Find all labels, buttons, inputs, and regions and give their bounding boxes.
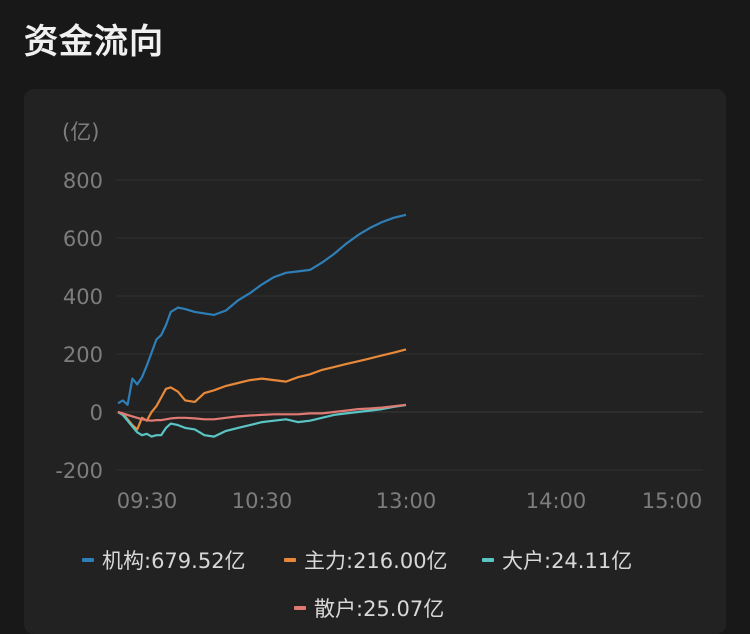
y-axis-ticks: 800 600 400 200 0 -200 xyxy=(55,169,103,483)
fund-flow-chart: 800 600 400 200 0 -200 09:30 10:30 13:00 14:00 15… xyxy=(55,120,703,513)
y-tick-label: 0 xyxy=(90,401,103,425)
y-axis-unit-label: (亿) xyxy=(62,120,99,144)
series-line-大户 xyxy=(117,403,407,438)
series-line-机构 xyxy=(117,213,407,406)
y-tick-label: 400 xyxy=(63,285,103,309)
y-tick-label: 600 xyxy=(63,227,103,251)
y-tick-label: -200 xyxy=(55,459,103,483)
legend-label: 主力:216.00亿 xyxy=(304,549,448,573)
page-title: 资金流向 xyxy=(24,22,164,62)
series-line-散户 xyxy=(117,403,407,422)
legend-label: 大户:24.11亿 xyxy=(502,549,633,573)
x-axis-ticks: 09:30 10:30 13:00 14:00 15:00 xyxy=(117,489,703,513)
series-line-主力 xyxy=(117,348,407,431)
legend-label: 机构:679.52亿 xyxy=(102,549,246,573)
x-tick-label: 14:00 xyxy=(526,489,587,513)
x-tick-label: 09:30 xyxy=(117,489,178,513)
series-lines xyxy=(117,213,407,438)
legend-item[interactable]: 散户:25.07亿 xyxy=(294,593,444,623)
legend-item[interactable]: 大户:24.11亿 xyxy=(482,545,632,575)
grid-lines xyxy=(116,179,703,471)
legend-swatch xyxy=(82,558,94,562)
y-tick-label: 800 xyxy=(63,169,103,193)
x-tick-label: 15:00 xyxy=(642,489,703,513)
legend-item[interactable]: 主力:216.00亿 xyxy=(284,545,448,575)
legend-swatch xyxy=(482,558,494,562)
legend-item[interactable]: 机构:679.52亿 xyxy=(82,545,246,575)
x-tick-label: 13:00 xyxy=(376,489,437,513)
legend-swatch xyxy=(294,606,306,610)
legend-swatch xyxy=(284,558,296,562)
legend-label: 散户:25.07亿 xyxy=(314,597,445,621)
y-tick-label: 200 xyxy=(63,343,103,367)
x-tick-label: 10:30 xyxy=(232,489,293,513)
